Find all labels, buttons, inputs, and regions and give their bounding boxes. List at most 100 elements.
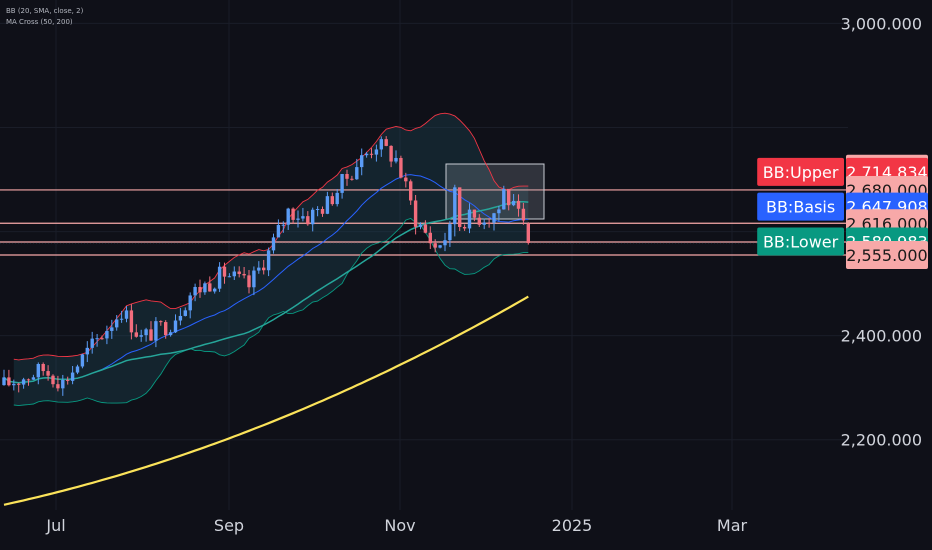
ma-cross-legend-label[interactable]: MA Cross (50, 200) (6, 18, 73, 26)
candle-body[interactable] (516, 200, 521, 209)
candle-body[interactable] (17, 383, 21, 385)
candle-body[interactable] (271, 237, 276, 251)
candle-body[interactable] (428, 232, 432, 244)
candle-body[interactable] (21, 379, 26, 385)
candle-body[interactable] (369, 153, 374, 155)
candle-body[interactable] (472, 209, 477, 218)
candle-body[interactable] (458, 187, 462, 227)
candle-body[interactable] (213, 288, 217, 292)
candle-body[interactable] (139, 335, 143, 337)
candle-body[interactable] (443, 240, 447, 246)
candle-body[interactable] (355, 167, 359, 180)
candle-body[interactable] (217, 266, 222, 289)
candle-body[interactable] (144, 329, 148, 336)
candle-body[interactable] (227, 276, 232, 278)
candle-body[interactable] (418, 224, 423, 227)
candle-body[interactable] (198, 286, 202, 293)
candle-body[interactable] (232, 271, 236, 277)
candle-body[interactable] (467, 209, 472, 229)
candle-body[interactable] (110, 327, 114, 331)
candle-body[interactable] (462, 226, 467, 229)
candle-body[interactable] (85, 347, 89, 355)
candle-body[interactable] (262, 267, 266, 271)
candle-body[interactable] (61, 379, 65, 389)
candle-body[interactable] (26, 379, 31, 381)
candle-body[interactable] (394, 157, 398, 162)
candle-body[interactable] (502, 188, 506, 210)
candle-body[interactable] (41, 364, 45, 372)
candle-body[interactable] (315, 209, 320, 211)
candle-body[interactable] (526, 223, 530, 244)
candle-body[interactable] (178, 315, 183, 321)
candle-body[interactable] (364, 153, 369, 156)
price-axis[interactable]: 3,000.000 2,400.000 2,200.000 (841, 14, 922, 449)
candle-body[interactable] (399, 157, 403, 178)
indicator-legend[interactable]: BB (20, SMA, close, 2) MA Cross (50, 200… (6, 6, 83, 28)
candle-body[interactable] (374, 149, 379, 155)
candle-body[interactable] (320, 209, 325, 214)
time-axis[interactable]: Jul Sep Nov 2025 Mar (45, 516, 747, 535)
candle-body[interactable] (242, 273, 246, 276)
candle-body[interactable] (100, 338, 104, 340)
candle-body[interactable] (51, 375, 55, 385)
candle-body[interactable] (511, 200, 516, 206)
candle-body[interactable] (247, 275, 251, 288)
candle-body[interactable] (222, 266, 227, 277)
candle-body[interactable] (36, 364, 40, 378)
candle-body[interactable] (482, 222, 486, 225)
candle-body[interactable] (389, 145, 393, 162)
candle-body[interactable] (507, 188, 511, 206)
candle-body[interactable] (31, 377, 36, 380)
candle-body[interactable] (134, 332, 138, 337)
candle-body[interactable] (423, 224, 428, 233)
candle-body[interactable] (266, 250, 271, 271)
candle-body[interactable] (7, 377, 11, 386)
candle-body[interactable] (12, 383, 16, 386)
candle-body[interactable] (115, 319, 119, 328)
candle-body[interactable] (497, 209, 501, 214)
candle-body[interactable] (56, 384, 60, 389)
candle-body[interactable] (80, 354, 85, 367)
candlesticks[interactable] (2, 136, 530, 396)
candle-body[interactable] (521, 208, 526, 221)
candle-body[interactable] (193, 286, 197, 296)
candle-body[interactable] (237, 271, 241, 274)
candle-body[interactable] (350, 178, 354, 180)
candle-body[interactable] (129, 310, 134, 333)
candle-body[interactable] (330, 196, 334, 205)
candle-body[interactable] (252, 270, 256, 288)
candle-body[interactable] (276, 225, 281, 238)
candle-body[interactable] (66, 379, 70, 381)
candle-body[interactable] (90, 338, 94, 348)
candle-body[interactable] (340, 174, 344, 193)
candle-body[interactable] (183, 310, 187, 316)
candle-body[interactable] (75, 366, 80, 373)
candle-body[interactable] (345, 174, 349, 179)
candle-body[interactable] (286, 208, 290, 225)
candle-body[interactable] (448, 224, 452, 241)
candle-body[interactable] (208, 283, 212, 292)
candle-body[interactable] (360, 155, 364, 168)
candle-body[interactable] (306, 216, 310, 225)
candle-body[interactable] (379, 139, 383, 150)
candle-body[interactable] (301, 216, 305, 219)
candle-body[interactable] (203, 283, 207, 293)
candle-body[interactable] (291, 208, 295, 220)
consolidation-rectangle[interactable] (445, 163, 545, 220)
candle-body[interactable] (404, 177, 408, 182)
candle-body[interactable] (119, 318, 124, 320)
candle-body[interactable] (492, 213, 496, 223)
candle-body[interactable] (384, 139, 388, 146)
candle-body[interactable] (105, 330, 109, 339)
horizontal-levels[interactable] (0, 189, 848, 256)
candle-body[interactable] (188, 295, 192, 311)
candle-body[interactable] (335, 192, 339, 205)
candle-body[interactable] (149, 329, 153, 341)
candle-body[interactable] (257, 267, 261, 271)
candle-body[interactable] (487, 222, 491, 224)
candle-body[interactable] (168, 332, 173, 336)
candle-body[interactable] (281, 224, 285, 226)
candle-body[interactable] (164, 322, 168, 336)
candle-body[interactable] (453, 187, 457, 225)
